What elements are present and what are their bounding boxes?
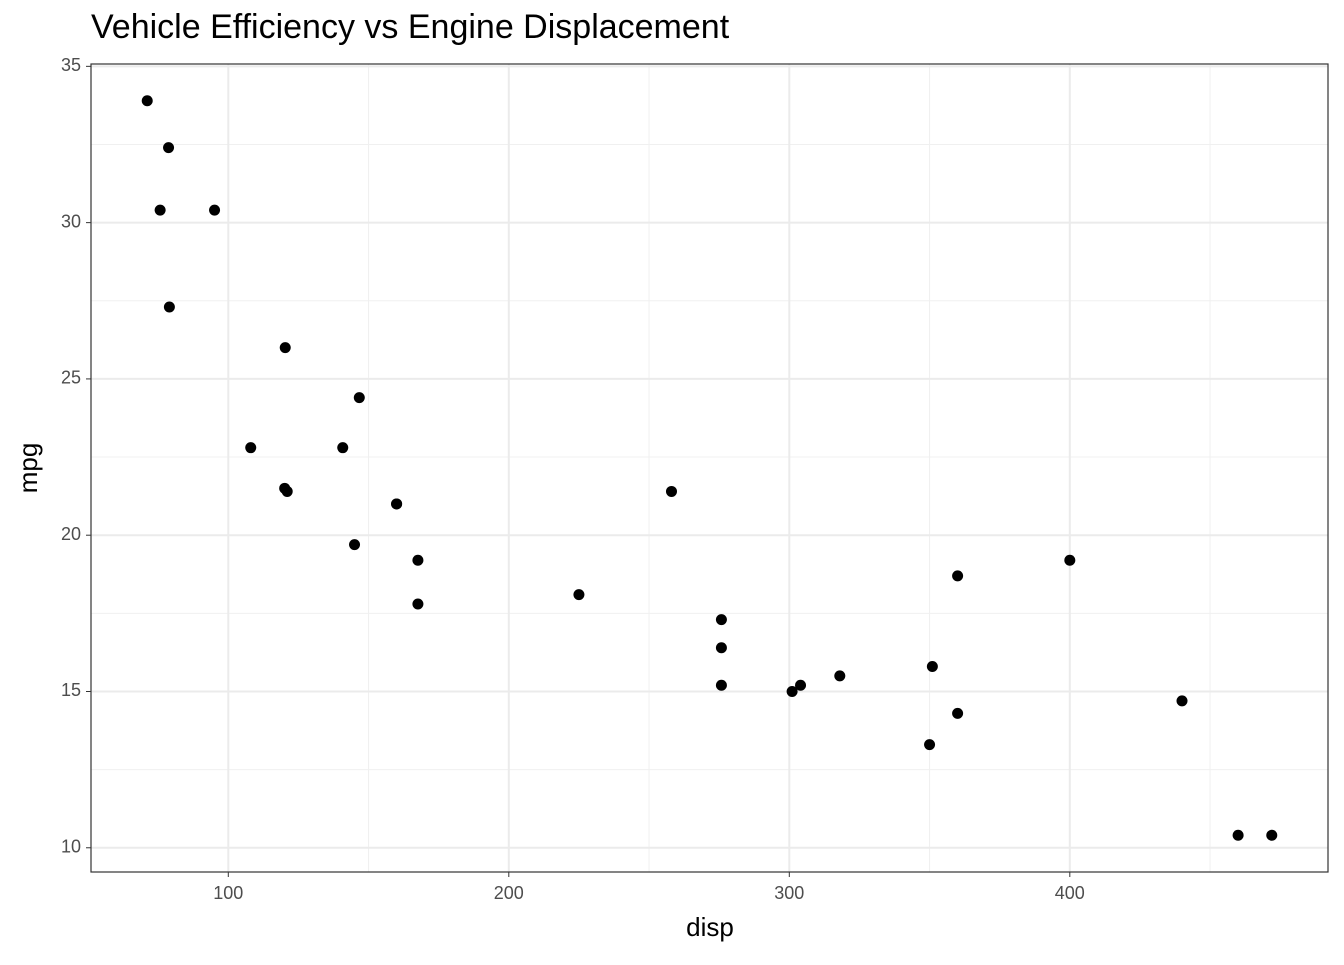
point: [337, 442, 349, 454]
point: [715, 642, 727, 654]
point: [952, 707, 964, 719]
y-axis-title: mpg: [13, 443, 43, 494]
x-tick-label: 300: [774, 883, 804, 903]
point: [281, 485, 293, 497]
y-tick-label: 30: [61, 211, 81, 231]
point: [245, 442, 257, 454]
point: [163, 142, 175, 154]
point: [952, 570, 964, 582]
y-tick-label: 10: [61, 837, 81, 857]
y-tick-label: 25: [61, 368, 81, 388]
x-tick-label: 200: [494, 883, 524, 903]
point: [349, 539, 361, 551]
point: [1176, 695, 1188, 707]
point: [1232, 829, 1244, 841]
point: [1064, 554, 1076, 566]
point: [154, 204, 166, 216]
point: [391, 498, 403, 510]
point: [926, 660, 938, 672]
point: [163, 301, 175, 313]
chart-title: Vehicle Efficiency vs Engine Displacemen…: [91, 8, 730, 46]
point: [412, 598, 424, 610]
y-tick-label: 35: [61, 55, 81, 75]
point: [715, 614, 727, 626]
y-tick-label: 20: [61, 524, 81, 544]
point: [795, 679, 807, 691]
point: [279, 342, 291, 354]
y-tick-label: 15: [61, 680, 81, 700]
point: [1266, 829, 1278, 841]
point: [924, 739, 936, 751]
point: [786, 685, 798, 697]
x-axis-title: disp: [686, 912, 734, 942]
point: [353, 392, 365, 404]
point: [209, 204, 221, 216]
panel-border: [90, 63, 1329, 873]
x-tick-label: 100: [213, 883, 243, 903]
point: [715, 679, 727, 691]
point: [665, 485, 677, 497]
x-tick-label: 400: [1055, 883, 1085, 903]
point: [834, 670, 846, 682]
point: [573, 589, 585, 601]
point: [141, 95, 153, 107]
point: [412, 554, 424, 566]
